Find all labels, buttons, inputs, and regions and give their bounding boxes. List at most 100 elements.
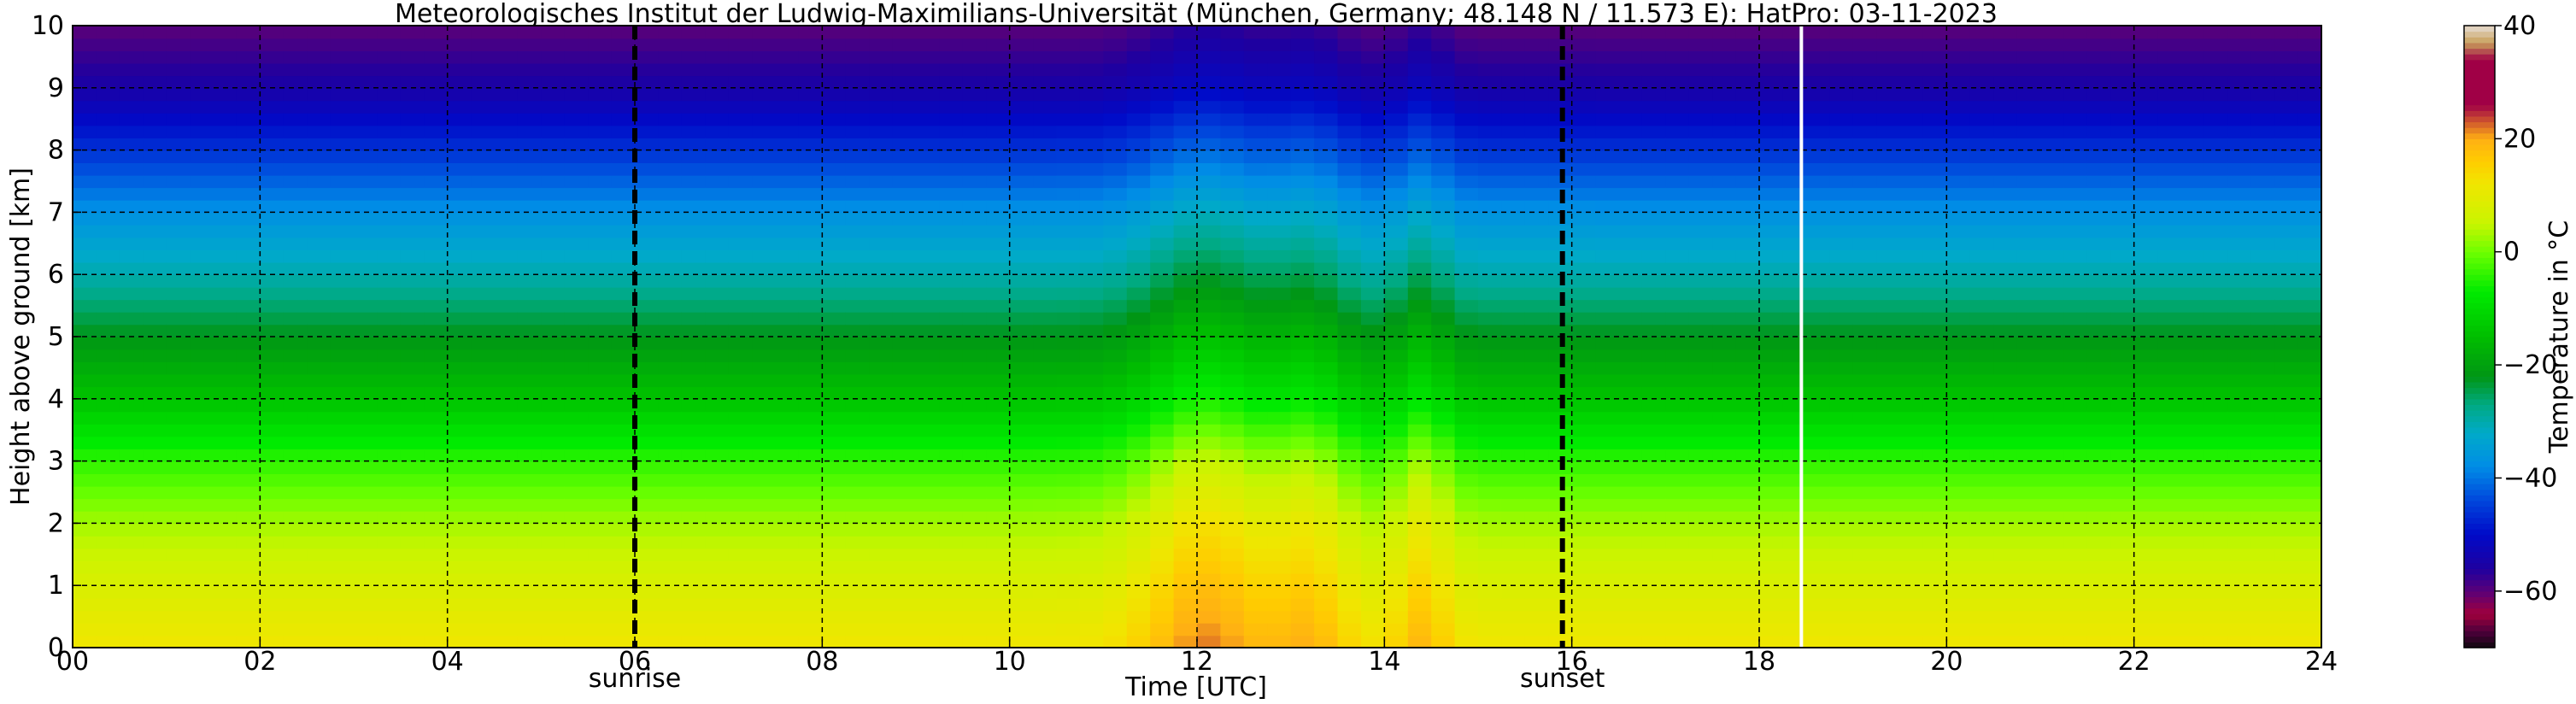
heatmap-cell: [1360, 635, 1386, 648]
heatmap-cell: [1126, 311, 1151, 326]
heatmap-cell: [752, 349, 777, 362]
heatmap-cell: [2274, 510, 2299, 525]
heatmap-cell: [307, 349, 332, 362]
heatmap-cell: [2250, 485, 2275, 500]
heatmap-cell: [635, 337, 660, 350]
heatmap-cell: [2086, 548, 2111, 561]
colorbar-cell: [2464, 642, 2495, 648]
heatmap-cell: [1126, 87, 1151, 102]
heatmap-cell: [1173, 212, 1198, 226]
heatmap-cell: [1829, 536, 1854, 549]
heatmap-cell: [2250, 585, 2275, 599]
heatmap-cell: [1454, 26, 1479, 39]
heatmap-cell: [892, 311, 917, 326]
heatmap-cell: [2040, 237, 2065, 250]
heatmap-cell: [1407, 261, 1432, 275]
heatmap-cell: [1876, 100, 1901, 114]
heatmap-cell: [377, 635, 402, 648]
heatmap-cell: [962, 75, 987, 89]
heatmap-cell: [307, 162, 332, 176]
heatmap-cell: [658, 138, 683, 151]
heatmap-cell: [1501, 112, 1526, 126]
heatmap-cell: [2180, 523, 2205, 537]
heatmap-cell: [1641, 622, 1667, 637]
heatmap-cell: [1197, 212, 1222, 226]
heatmap-cell: [143, 523, 167, 537]
heatmap-cell: [1922, 299, 1948, 313]
heatmap-cell: [1009, 423, 1034, 437]
heatmap-cell: [1899, 324, 1924, 337]
heatmap-cell: [2297, 361, 2321, 375]
heatmap-cell: [1829, 386, 1854, 400]
heatmap-cell: [986, 423, 1011, 437]
heatmap-cell: [681, 423, 706, 437]
heatmap-cell: [307, 249, 332, 263]
heatmap-cell: [1641, 286, 1667, 301]
colorbar-cell: [2464, 359, 2495, 366]
heatmap-cell: [588, 337, 613, 350]
heatmap-cell: [1220, 199, 1245, 214]
heatmap-cell: [892, 26, 917, 39]
heatmap-cell: [166, 324, 191, 337]
heatmap-cell: [541, 373, 566, 388]
heatmap-cell: [1805, 536, 1830, 549]
heatmap-cell: [986, 436, 1011, 449]
heatmap-cell: [494, 510, 519, 525]
heatmap-cell: [1150, 449, 1175, 462]
heatmap-cell: [798, 498, 824, 512]
heatmap-cell: [1079, 199, 1105, 214]
heatmap-cell: [916, 548, 941, 561]
heatmap-cell: [1688, 26, 1713, 39]
heatmap-cell: [1618, 560, 1643, 574]
heatmap-cell: [354, 50, 378, 64]
heatmap-cell: [1501, 26, 1526, 39]
heatmap-cell: [2110, 225, 2135, 238]
heatmap-cell: [1571, 125, 1596, 138]
heatmap-cell: [1993, 311, 2018, 326]
heatmap-cell: [1150, 498, 1175, 512]
heatmap-cell: [1641, 386, 1667, 400]
heatmap-cell: [1899, 473, 1924, 487]
heatmap-cell: [1922, 274, 1948, 288]
heatmap-cell: [330, 187, 355, 201]
heatmap-cell: [752, 50, 777, 64]
heatmap-cell: [1782, 473, 1807, 487]
heatmap-cell: [1595, 398, 1620, 413]
heatmap-cell: [1735, 286, 1760, 301]
heatmap-cell: [681, 635, 706, 648]
heatmap-cell: [541, 461, 566, 474]
heatmap-cell: [1688, 498, 1713, 512]
heatmap-cell: [260, 138, 285, 151]
heatmap-cell: [1126, 249, 1151, 263]
heatmap-cell: [1337, 398, 1362, 413]
heatmap-cell: [1243, 125, 1268, 138]
heatmap-cell: [1829, 87, 1854, 102]
heatmap-cell: [119, 461, 144, 474]
colorbar-cell: [2464, 523, 2495, 530]
heatmap-cell: [73, 572, 97, 586]
heatmap-cell: [2297, 50, 2321, 64]
heatmap-cell: [2040, 337, 2065, 350]
heatmap-cell: [564, 560, 589, 574]
heatmap-cell: [2250, 436, 2275, 449]
heatmap-cell: [1899, 225, 1924, 238]
colorbar-cell: [2464, 455, 2495, 462]
heatmap-cell: [213, 311, 238, 326]
heatmap-cell: [1337, 386, 1362, 400]
heatmap-cell: [822, 286, 847, 301]
heatmap-cell: [705, 622, 730, 637]
heatmap-cell: [1454, 50, 1479, 64]
heatmap-cell: [2110, 311, 2135, 326]
heatmap-cell: [1197, 349, 1222, 362]
heatmap-cell: [728, 125, 753, 138]
heatmap-cell: [1103, 536, 1128, 549]
heatmap-cell: [166, 174, 191, 189]
heatmap-cell: [1407, 249, 1432, 263]
heatmap-cell: [1173, 162, 1198, 176]
heatmap-cell: [2040, 112, 2065, 126]
heatmap-cell: [1852, 373, 1877, 388]
heatmap-cell: [1993, 498, 2018, 512]
heatmap-cell: [447, 510, 472, 525]
heatmap-cell: [962, 597, 987, 612]
heatmap-cell: [2133, 212, 2158, 226]
